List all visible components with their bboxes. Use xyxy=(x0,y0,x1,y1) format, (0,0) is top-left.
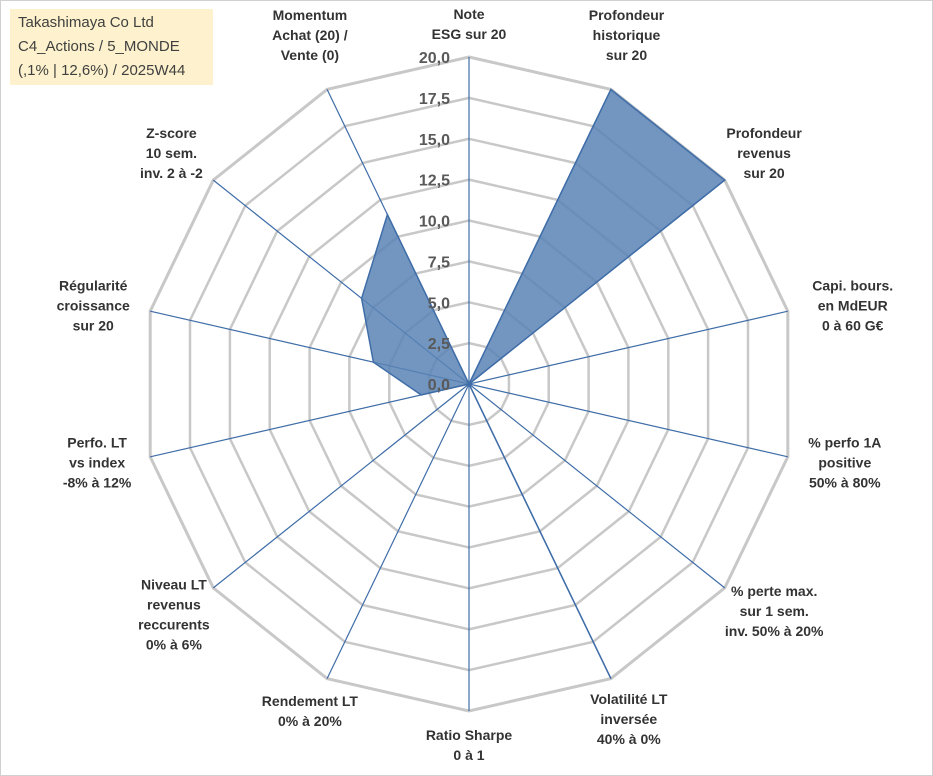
axis-label-line: Momentum xyxy=(273,7,348,23)
tick-label: 2,5 xyxy=(428,336,450,353)
axis-label-7: Ratio Sharpe 0 à 1 xyxy=(426,727,513,763)
axis-label-line: reccurents xyxy=(138,617,210,633)
axis-label-3: Capi. bours. en MdEUR 0 à 60 G€ xyxy=(812,278,893,334)
axis-label-9: Niveau LT revenus reccurents 0% à 6% xyxy=(138,577,210,653)
axis-label-4: % perfo 1A positive 50% à 80% xyxy=(808,434,881,490)
axis-label-line: 0 à 60 G€ xyxy=(822,318,884,334)
axis-label-line: inv. 2 à -2 xyxy=(140,165,203,181)
tick-label: 7,5 xyxy=(428,254,450,271)
axis-label-line: Note xyxy=(453,6,484,22)
tick-label: 20,0 xyxy=(419,50,450,67)
axis-label-6: Volatilité LT inversée 40% à 0% xyxy=(590,691,668,747)
axis-label-line: 0% à 6% xyxy=(146,637,203,653)
axis-spoke-9 xyxy=(212,383,470,589)
axis-label-line: 0 à 1 xyxy=(453,747,484,763)
radial-tick-labels: 0,0 2,5 5,0 7,5 10,0 12,5 15,0 17,5 20,0 xyxy=(419,50,450,394)
info-company: Takashimaya Co Ltd xyxy=(18,14,154,31)
axis-label-line: sur 1 sem. xyxy=(740,603,809,619)
axis-label-line: Régularité xyxy=(59,278,128,294)
axis-label-line: -8% à 12% xyxy=(63,474,132,490)
axis-label-13: Momentum Achat (20) / Vente (0) xyxy=(272,7,348,63)
axis-label-line: Perfo. LT xyxy=(67,434,127,450)
tick-label: 12,5 xyxy=(419,173,450,190)
axis-label-line: ESG sur 20 xyxy=(432,26,507,42)
axis-label-2: Profondeur revenus sur 20 xyxy=(726,125,802,181)
axis-label-line: Capi. bours. xyxy=(812,278,893,294)
axis-label-0: Note ESG sur 20 xyxy=(432,6,507,42)
axis-label-line: historique xyxy=(593,27,661,43)
axis-label-line: Volatilité LT xyxy=(590,691,668,707)
axis-spoke-8 xyxy=(326,383,470,679)
axis-spoke-4 xyxy=(468,383,788,458)
tick-label: 15,0 xyxy=(419,132,450,149)
axis-label-line: en MdEUR xyxy=(818,298,888,314)
axis-label-line: % perte max. xyxy=(731,583,817,599)
info-stats: (,1% | 12,6%) / 2025W44 xyxy=(18,62,186,79)
axis-label-line: % perfo 1A xyxy=(808,434,881,450)
axis-label-line: Profondeur xyxy=(726,125,802,141)
axis-label-line: 40% à 0% xyxy=(597,731,661,747)
axis-label-line: revenus xyxy=(147,597,201,613)
axis-label-line: Vente (0) xyxy=(281,47,339,63)
axis-label-line: Profondeur xyxy=(589,7,665,23)
axis-label-11: Régularité croissance sur 20 xyxy=(57,278,130,334)
tick-label: 10,0 xyxy=(419,214,450,231)
axis-spoke-5 xyxy=(468,383,726,589)
axis-label-line: Rendement LT xyxy=(262,693,359,709)
info-box: Takashimaya Co Ltd C4_Actions / 5_MONDE … xyxy=(10,9,213,85)
axis-label-5: % perte max. sur 1 sem. inv. 50% à 20% xyxy=(725,583,824,639)
axis-label-line: Niveau LT xyxy=(141,577,207,593)
series-area xyxy=(360,88,726,679)
tick-label: 0,0 xyxy=(428,377,450,394)
axis-label-line: croissance xyxy=(57,298,130,314)
data-series xyxy=(360,88,726,679)
tick-label: 5,0 xyxy=(428,295,450,312)
axis-label-line: 10 sem. xyxy=(146,145,197,161)
axis-label-1: Profondeur historique sur 20 xyxy=(589,7,665,63)
axis-label-line: vs index xyxy=(69,454,125,470)
axis-label-line: revenus xyxy=(737,145,791,161)
axis-label-line: 50% à 80% xyxy=(809,474,881,490)
axis-label-line: Ratio Sharpe xyxy=(426,727,513,743)
axis-labels: Note ESG sur 20 Profondeur historique sur 20… xyxy=(57,6,894,763)
axis-label-line: inversée xyxy=(600,711,657,727)
axis-label-line: positive xyxy=(818,454,871,470)
axis-label-8: Rendement LT 0% à 20% xyxy=(262,693,359,729)
axis-label-12: Z-score 10 sem. inv. 2 à -2 xyxy=(140,125,203,181)
axis-label-line: sur 20 xyxy=(73,318,114,334)
axis-label-line: sur 20 xyxy=(743,165,784,181)
tick-label: 17,5 xyxy=(419,91,450,108)
axis-label-line: Achat (20) / xyxy=(272,27,348,43)
axis-spoke-10 xyxy=(150,383,470,458)
axis-label-line: inv. 50% à 20% xyxy=(725,623,824,639)
info-category: C4_Actions / 5_MONDE xyxy=(18,38,180,55)
axis-label-line: Z-score xyxy=(146,125,197,141)
axis-label-line: sur 20 xyxy=(606,47,647,63)
axis-label-line: 0% à 20% xyxy=(278,713,342,729)
axis-spoke-3 xyxy=(468,310,788,385)
axis-label-10: Perfo. LT vs index -8% à 12% xyxy=(63,434,132,490)
